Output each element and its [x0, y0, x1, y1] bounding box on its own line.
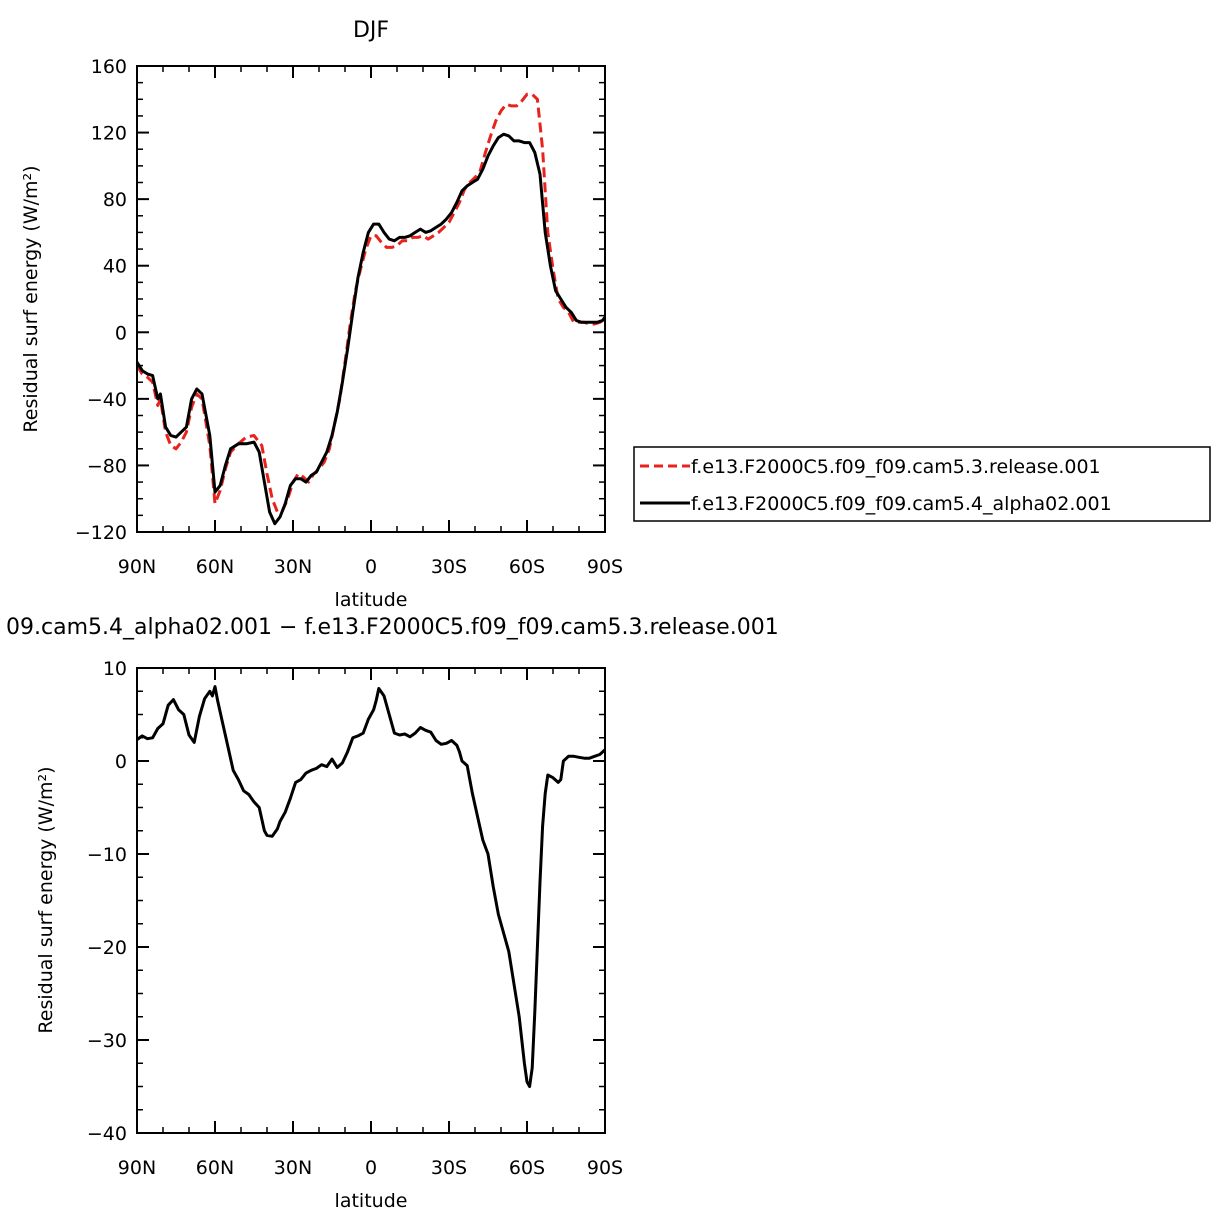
bottom-panel: 09.cam5.4_alpha02.001 − f.e13.F2000C5.f0… [6, 615, 779, 1212]
top-ticks [136, 65, 606, 533]
bottom-plot-frame [136, 667, 606, 1134]
top-x-axis-label: latitude [335, 589, 408, 611]
top-xtick-label-2: 30N [274, 556, 312, 578]
legend: f.e13.F2000C5.f09_f09.cam5.3.release.001… [633, 446, 1211, 522]
top-plot-frame [136, 65, 606, 533]
legend-label-cam5-4: f.e13.F2000C5.f09_f09.cam5.4_alpha02.001 [691, 493, 1112, 515]
bottom-xtick-label-3: 0 [365, 1157, 377, 1179]
bottom-ytick-label-0: −40 [87, 1123, 127, 1145]
top-series-line-1 [135, 132, 607, 526]
bottom-ytick-label-2: −20 [87, 937, 127, 959]
top-ytick-label-6: 120 [91, 123, 127, 145]
bottom-ytick-label-5: 10 [103, 658, 127, 680]
top-ytick-label-1: −80 [87, 455, 127, 477]
bottom-chart-title: 09.cam5.4_alpha02.001 − f.e13.F2000C5.f0… [6, 615, 779, 640]
top-xtick-label-5: 60S [509, 556, 545, 578]
bottom-xtick-label-6: 90S [587, 1157, 623, 1179]
top-ytick-label-7: 160 [91, 56, 127, 78]
top-series-group [135, 92, 607, 526]
bottom-ticks [136, 667, 606, 1134]
bottom-x-axis-label: latitude [335, 1190, 408, 1212]
bottom-y-tick-labels: −40 −30 −20 −10 0 10 [87, 658, 127, 1145]
bottom-ytick-label-3: −10 [87, 844, 127, 866]
bottom-xtick-label-2: 30N [274, 1157, 312, 1179]
top-x-tick-labels: 90N 60N 30N 0 30S 60S 90S [118, 556, 623, 578]
top-chart-title: DJF [353, 18, 389, 43]
legend-label-cam5-3: f.e13.F2000C5.f09_f09.cam5.3.release.001 [691, 456, 1101, 478]
bottom-xtick-label-4: 30S [431, 1157, 467, 1179]
top-y-axis-label: Residual surf energy (W/m²) [20, 165, 42, 432]
top-xtick-label-6: 90S [587, 556, 623, 578]
top-ytick-label-0: −120 [75, 522, 127, 544]
bottom-series-line-0 [136, 685, 607, 1088]
bottom-series-group [136, 685, 607, 1088]
bottom-ytick-label-4: 0 [115, 751, 127, 773]
legend-box [633, 446, 1211, 522]
bottom-xtick-label-1: 60N [196, 1157, 234, 1179]
top-xtick-label-1: 60N [196, 556, 234, 578]
bottom-ytick-label-1: −30 [87, 1030, 127, 1052]
bottom-y-axis-label: Residual surf energy (W/m²) [35, 766, 57, 1033]
bottom-xtick-label-5: 60S [509, 1157, 545, 1179]
bottom-x-tick-labels: 90N 60N 30N 0 30S 60S 90S [118, 1157, 623, 1179]
top-y-tick-labels: −120 −80 −40 0 40 80 120 160 [75, 56, 127, 544]
top-xtick-label-0: 90N [118, 556, 156, 578]
top-xtick-label-4: 30S [431, 556, 467, 578]
top-ytick-label-3: 0 [115, 322, 127, 344]
bottom-xtick-label-0: 90N [118, 1157, 156, 1179]
top-ytick-label-5: 80 [103, 189, 127, 211]
top-xtick-label-3: 0 [365, 556, 377, 578]
top-ytick-label-2: −40 [87, 389, 127, 411]
top-ytick-label-4: 40 [103, 256, 127, 278]
top-panel: DJF −120 −80 −40 0 40 80 120 160 90N 60N 30N 0 30S 6… [20, 18, 623, 611]
